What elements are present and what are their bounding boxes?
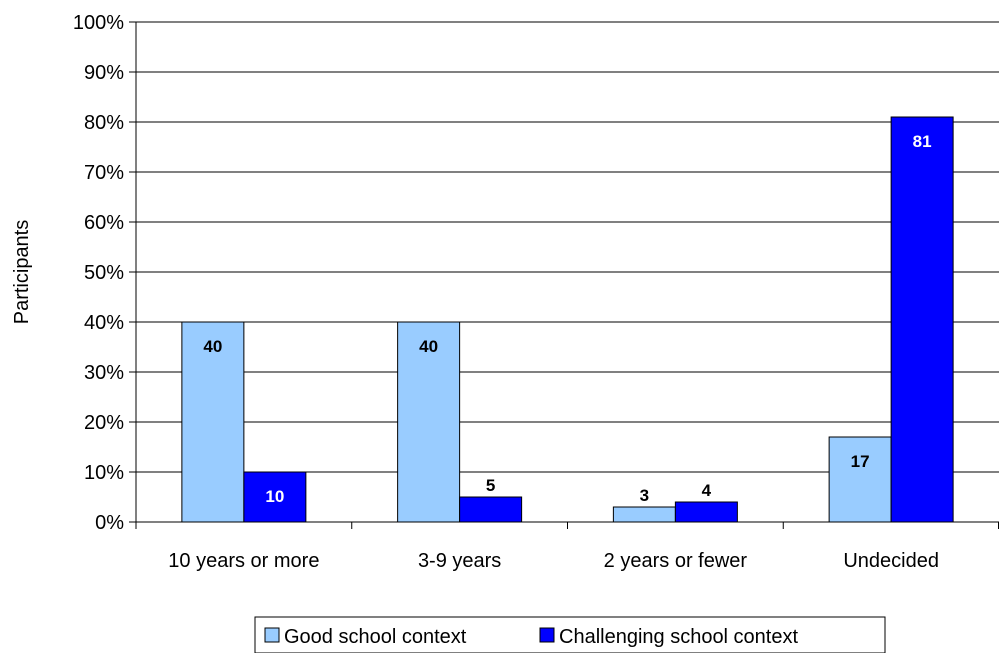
data-label: 81 (913, 132, 932, 151)
bar-good (397, 321, 461, 523)
y-axis-title: Participants (11, 220, 33, 325)
y-tick-label: 50% (84, 262, 124, 284)
legend-box (254, 616, 886, 653)
y-tick-label: 40% (84, 312, 124, 334)
y-tick-label: 20% (84, 412, 124, 434)
bar-challenging (890, 116, 954, 523)
y-tick-label: 70% (84, 162, 124, 184)
y-tick-label: 30% (84, 362, 124, 384)
data-label: 5 (486, 476, 495, 495)
data-label: 40 (203, 337, 222, 356)
bar-good (828, 436, 892, 523)
data-label: 10 (265, 487, 284, 506)
bar-challenging (243, 471, 307, 523)
y-tick-label: 100% (73, 12, 124, 34)
data-label: 3 (640, 486, 649, 505)
y-axis-ticks: 0% 10% 20% 30% 40% 50% 60% 70% 80% 90% 100% (73, 12, 136, 534)
x-category-label: 2 years or fewer (604, 550, 748, 572)
bar-challenging (674, 501, 738, 523)
data-labels: 40 10 40 5 3 4 17 81 (203, 132, 931, 506)
bar-good (181, 321, 245, 523)
y-tick-label: 0% (95, 512, 124, 534)
legend-label: Good school context (284, 626, 467, 648)
y-tick-label: 80% (84, 112, 124, 134)
bars (181, 116, 954, 523)
data-label: 4 (702, 481, 712, 500)
y-tick-label: 90% (84, 62, 124, 84)
bar-good (612, 506, 676, 523)
legend-swatch (264, 627, 280, 643)
data-label: 17 (851, 452, 870, 471)
legend-label: Challenging school context (559, 626, 798, 648)
y-tick-label: 60% (84, 212, 124, 234)
gridlines (136, 21, 999, 473)
x-axis-categories: 10 years or more 3-9 years 2 years or fewe… (135, 522, 999, 572)
x-category-label: 3-9 years (418, 550, 501, 572)
data-label: 40 (419, 337, 438, 356)
x-category-label: Undecided (843, 550, 939, 572)
bar-challenging (459, 496, 523, 523)
legend-swatch (539, 627, 555, 643)
x-category-label: 10 years or more (168, 550, 319, 572)
legend: Good school context Challenging school co… (254, 616, 886, 653)
y-tick-label: 10% (84, 462, 124, 484)
